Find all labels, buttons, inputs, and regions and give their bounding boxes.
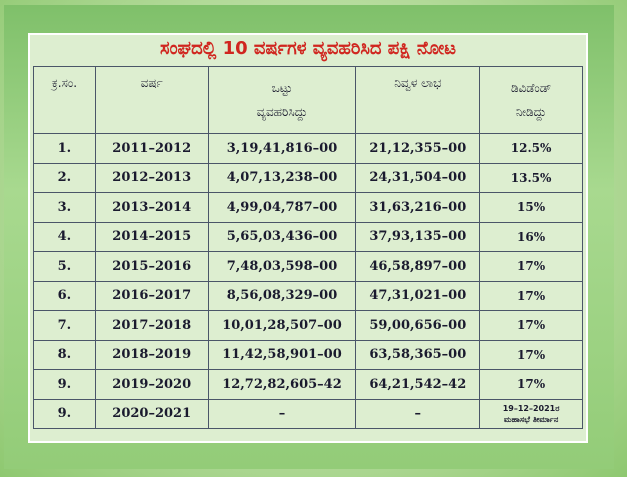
cell-sno: 4. [33,221,96,252]
cell-year: 2015–2016 [94,251,209,282]
cell-dividend: 17% [479,369,583,400]
cell-year: 2012–2013 [94,162,209,193]
dividend-note-line2: ಮಹಾಸಭೆ ತೀರ್ಮಾನ [503,414,559,424]
cell-sno: 1. [33,133,96,164]
cell-profit: – [355,398,481,429]
cell-dividend: 17% [479,310,583,341]
cell-turnover: 8,56,08,329–00 [207,280,357,311]
cell-year: 2018–2019 [94,339,209,370]
cell-sno: 6. [33,280,96,311]
dividend-note-line1: 19–12–2021ರ [502,403,560,413]
header-turnover-line1: ಒಟ್ಟು [271,81,293,95]
cell-sno: 3. [33,192,96,223]
header-net-profit: ನಿವ್ವಳ ಲಾಭ [355,66,481,134]
cell-turnover: 7,48,03,598–00 [207,251,357,282]
table-row: 1. 2011–2012 3,19,41,816–00 21,12,355–00… [33,133,583,164]
table-row: 6. 2016–2017 8,56,08,329–00 47,31,021–00… [33,280,583,311]
cell-profit: 59,00,656–00 [355,310,481,341]
header-dividend: ಡಿವಿಡೆಂಡ್ ನೀಡಿದ್ದು [479,66,583,134]
header-dividend-line2: ನೀಡಿದ್ದು [515,105,547,119]
cell-profit: 31,63,216–00 [355,192,481,223]
cell-dividend: 16% [479,221,583,252]
cell-sno: 9. [33,398,96,429]
cell-turnover: 10,01,28,507–00 [207,310,357,341]
cell-sno: 5. [33,251,96,282]
table-header-row: ಕ್ರ.ಸಂ. ವರ್ಷ ಒಟ್ಟು ವ್ಯವಹರಿಸಿದ್ದು ನಿವ್ವಳ … [33,66,583,134]
table-row: 2. 2012–2013 4,07,13,238–00 24,31,504–00… [33,162,583,193]
cell-sno: 7. [33,310,96,341]
cell-profit: 24,31,504–00 [355,162,481,193]
table-row: 9. 2019–2020 12,72,82,605–42 64,21,542–4… [33,369,583,400]
cell-turnover: – [207,398,357,429]
cell-year: 2020–2021 [94,398,209,429]
cell-dividend: 12.5% [479,133,583,164]
cell-dividend: 17% [479,339,583,370]
cell-profit: 47,31,021–00 [355,280,481,311]
cell-profit: 63,58,365–00 [355,339,481,370]
page-title: ಸಂಘದಲ್ಲಿ 10 ವರ್ಷಗಳ ವ್ಯವಹರಿಸಿದ ಪಕ್ಷಿ ನೋಟ [160,38,456,59]
cell-year: 2016–2017 [94,280,209,311]
header-year: ವರ್ಷ [94,66,209,134]
header-year-label: ವರ್ಷ [140,76,163,90]
header-turnover-line2: ವ್ಯವಹರಿಸಿದ್ದು [256,105,308,119]
cell-turnover: 5,65,03,436–00 [207,221,357,252]
table-row: 8. 2018–2019 11,42,58,901–00 63,58,365–0… [33,339,583,370]
cell-turnover: 11,42,58,901–00 [207,339,357,370]
cell-turnover: 4,07,13,238–00 [207,162,357,193]
cell-year: 2019–2020 [94,369,209,400]
header-sno-label: ಕ್ರ.ಸಂ. [51,76,78,90]
cell-year: 2013–2014 [94,192,209,223]
cell-sno: 9. [33,369,96,400]
cell-profit: 37,93,135–00 [355,221,481,252]
turnover-table: ಕ್ರ.ಸಂ. ವರ್ಷ ಒಟ್ಟು ವ್ಯವಹರಿಸಿದ್ದು ನಿವ್ವಳ … [33,66,583,429]
table-row: 9. 2020–2021 – – 19–12–2021ರ ಮಹಾಸಭೆ ತೀರ್… [33,398,583,429]
header-net-profit-label: ನಿವ್ವಳ ಲಾಭ [394,76,442,90]
table-row: 4. 2014–2015 5,65,03,436–00 37,93,135–00… [33,221,583,252]
cell-profit: 21,12,355–00 [355,133,481,164]
cell-profit: 46,58,897–00 [355,251,481,282]
cell-profit: 64,21,542–42 [355,369,481,400]
cell-dividend: 17% [479,251,583,282]
cell-turnover: 12,72,82,605–42 [207,369,357,400]
header-turnover: ಒಟ್ಟು ವ್ಯವಹರಿಸಿದ್ದು [207,66,357,134]
cell-dividend: 13.5% [479,162,583,193]
cell-dividend: 17% [479,280,583,311]
cell-sno: 8. [33,339,96,370]
header-dividend-line1: ಡಿವಿಡೆಂಡ್ [510,81,552,95]
cell-turnover: 3,19,41,816–00 [207,133,357,164]
table-row: 3. 2013–2014 4,99,04,787–00 31,63,216–00… [33,192,583,223]
cell-dividend: 15% [479,192,583,223]
cell-year: 2014–2015 [94,221,209,252]
header-sno: ಕ್ರ.ಸಂ. [33,66,96,134]
cell-dividend-note: 19–12–2021ರ ಮಹಾಸಭೆ ತೀರ್ಮಾನ [479,398,583,429]
cell-turnover: 4,99,04,787–00 [207,192,357,223]
cell-sno: 2. [33,162,96,193]
table-row: 7. 2017–2018 10,01,28,507–00 59,00,656–0… [33,310,583,341]
cell-year: 2017–2018 [94,310,209,341]
table-row: 5. 2015–2016 7,48,03,598–00 46,58,897–00… [33,251,583,282]
cell-year: 2011–2012 [94,133,209,164]
